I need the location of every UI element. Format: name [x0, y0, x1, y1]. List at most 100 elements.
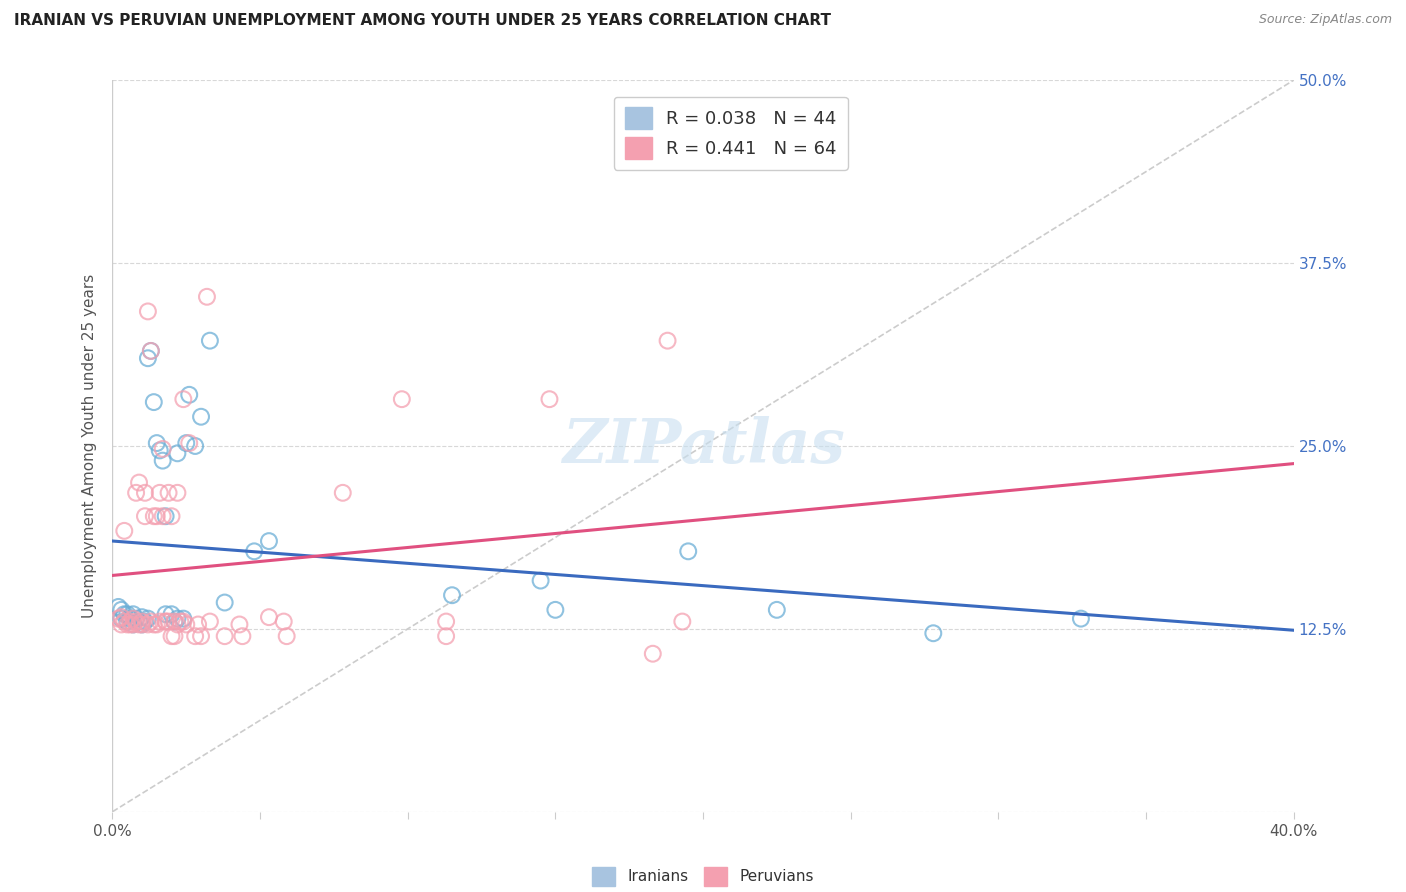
- Point: [179, 436, 201, 450]
- Point: [276, 629, 298, 643]
- Text: IRANIAN VS PERUVIAN UNEMPLOYMENT AMONG YOUTH UNDER 25 YEARS CORRELATION CHART: IRANIAN VS PERUVIAN UNEMPLOYMENT AMONG Y…: [14, 13, 831, 29]
- Point: [152, 453, 174, 467]
- Point: [641, 647, 664, 661]
- Point: [155, 615, 177, 629]
- Point: [142, 509, 165, 524]
- Point: [152, 509, 174, 524]
- Point: [149, 443, 172, 458]
- Point: [529, 574, 551, 588]
- Point: [128, 475, 150, 490]
- Point: [125, 485, 148, 500]
- Point: [120, 615, 142, 629]
- Point: [128, 615, 150, 629]
- Point: [228, 617, 250, 632]
- Legend: Iranians, Peruvians: Iranians, Peruvians: [586, 861, 820, 892]
- Point: [163, 615, 186, 629]
- Text: Source: ZipAtlas.com: Source: ZipAtlas.com: [1258, 13, 1392, 27]
- Point: [117, 617, 138, 632]
- Point: [332, 485, 354, 500]
- Point: [112, 615, 135, 629]
- Point: [163, 615, 186, 629]
- Point: [134, 485, 156, 500]
- Point: [112, 607, 135, 622]
- Point: [169, 615, 191, 629]
- Point: [149, 615, 172, 629]
- Point: [163, 629, 186, 643]
- Point: [149, 485, 172, 500]
- Point: [160, 509, 183, 524]
- Point: [136, 351, 159, 366]
- Point: [166, 485, 188, 500]
- Point: [174, 617, 197, 632]
- Point: [155, 615, 177, 629]
- Point: [139, 615, 162, 629]
- Point: [157, 485, 180, 500]
- Point: [538, 392, 561, 407]
- Point: [146, 509, 169, 524]
- Point: [166, 612, 188, 626]
- Point: [112, 524, 135, 538]
- Point: [117, 607, 138, 622]
- Point: [136, 612, 159, 626]
- Point: [214, 629, 236, 643]
- Point: [187, 617, 209, 632]
- Point: [195, 290, 218, 304]
- Point: [155, 509, 177, 524]
- Point: [120, 612, 142, 626]
- Point: [136, 617, 159, 632]
- Point: [273, 615, 295, 629]
- Point: [128, 617, 150, 632]
- Point: [139, 343, 162, 358]
- Point: [214, 595, 236, 609]
- Point: [657, 334, 679, 348]
- Point: [134, 509, 156, 524]
- Point: [122, 612, 145, 626]
- Text: ZIPatlas: ZIPatlas: [561, 416, 845, 476]
- Point: [146, 436, 169, 450]
- Point: [434, 629, 457, 643]
- Point: [190, 629, 212, 643]
- Point: [160, 629, 183, 643]
- Point: [146, 617, 169, 632]
- Point: [671, 615, 693, 629]
- Point: [107, 612, 129, 626]
- Point: [117, 615, 138, 629]
- Point: [231, 629, 253, 643]
- Point: [160, 607, 183, 622]
- Point: [110, 610, 132, 624]
- Point: [678, 544, 700, 558]
- Y-axis label: Unemployment Among Youth under 25 years: Unemployment Among Youth under 25 years: [82, 274, 97, 618]
- Point: [131, 615, 153, 629]
- Point: [107, 599, 129, 614]
- Point: [198, 334, 221, 348]
- Point: [922, 626, 945, 640]
- Point: [257, 610, 280, 624]
- Point: [434, 615, 457, 629]
- Point: [155, 607, 177, 622]
- Point: [243, 544, 266, 558]
- Point: [198, 615, 221, 629]
- Point: [257, 534, 280, 549]
- Point: [391, 392, 413, 407]
- Point: [122, 617, 145, 632]
- Point: [142, 395, 165, 409]
- Point: [544, 603, 567, 617]
- Point: [131, 617, 153, 632]
- Point: [120, 617, 142, 632]
- Point: [166, 446, 188, 460]
- Point: [152, 442, 174, 456]
- Point: [166, 617, 188, 632]
- Point: [172, 392, 194, 407]
- Point: [125, 612, 148, 626]
- Point: [184, 439, 207, 453]
- Point: [184, 629, 207, 643]
- Point: [179, 388, 201, 402]
- Point: [1070, 612, 1092, 626]
- Point: [157, 615, 180, 629]
- Point: [122, 607, 145, 622]
- Point: [122, 617, 145, 632]
- Point: [131, 617, 153, 632]
- Point: [131, 610, 153, 624]
- Point: [142, 617, 165, 632]
- Point: [110, 617, 132, 632]
